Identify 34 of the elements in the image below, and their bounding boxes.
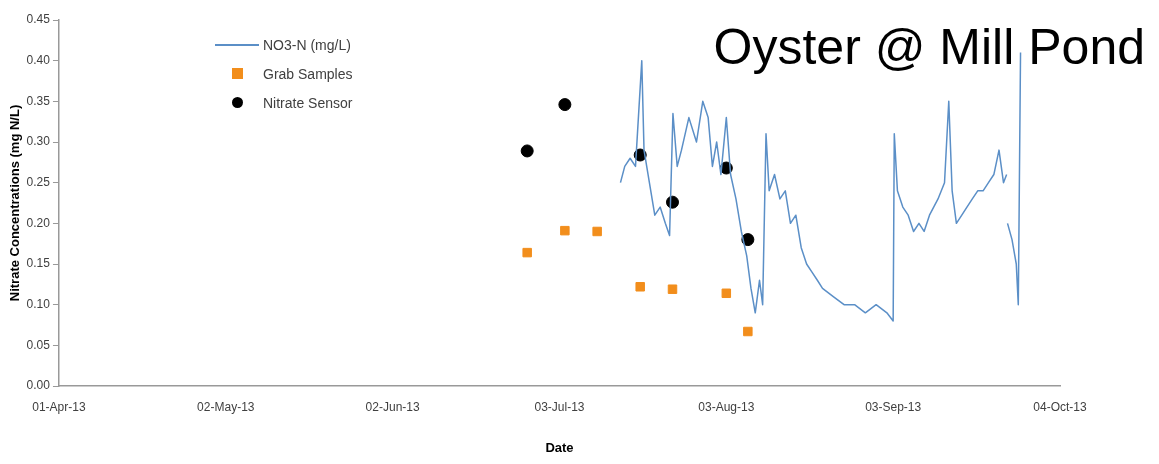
point (667, 284, 678, 294)
x-tick-label: 03-Jul-13 (534, 399, 585, 414)
point (560, 225, 570, 236)
point (592, 226, 602, 237)
y-tick-label: 0.00 (26, 378, 51, 393)
legend-label: Grab Samples (263, 65, 353, 82)
x-tick-label: 03-Sep-13 (865, 399, 922, 414)
point (635, 282, 645, 292)
y-tick-label: 0.35 (26, 93, 51, 108)
y-tick-label: 0.30 (26, 134, 51, 149)
point (666, 195, 679, 209)
x-axis-title: Date (545, 439, 574, 455)
point (558, 98, 572, 112)
point (743, 326, 753, 337)
point (721, 288, 732, 299)
x-tick-label: 04-Oct-13 (1033, 399, 1087, 414)
chart-title: Oyster @ Mill Pond (713, 18, 1145, 76)
point (522, 247, 532, 258)
y-tick-label: 0.25 (26, 174, 51, 189)
point (741, 233, 755, 247)
y-tick-label: 0.40 (26, 52, 51, 67)
y-tick-label: 0.20 (26, 215, 51, 230)
y-tick-label: 0.15 (26, 256, 51, 271)
point (520, 144, 534, 158)
legend-label: Nitrate Sensor (263, 94, 353, 111)
y-axis-title: Nitrate Concentrations (mg N/L) (7, 104, 23, 302)
x-tick-label: 01-Apr-13 (32, 399, 86, 414)
y-tick-label: 0.10 (26, 296, 51, 311)
x-tick-label: 03-Aug-13 (698, 399, 755, 414)
y-tick-label: 0.45 (26, 12, 51, 27)
x-tick-label: 02-May-13 (197, 399, 255, 414)
legend-label: NO3-N (mg/L) (263, 36, 351, 53)
y-tick-label: 0.05 (26, 337, 51, 352)
x-tick-label: 02-Jun-13 (365, 399, 420, 414)
